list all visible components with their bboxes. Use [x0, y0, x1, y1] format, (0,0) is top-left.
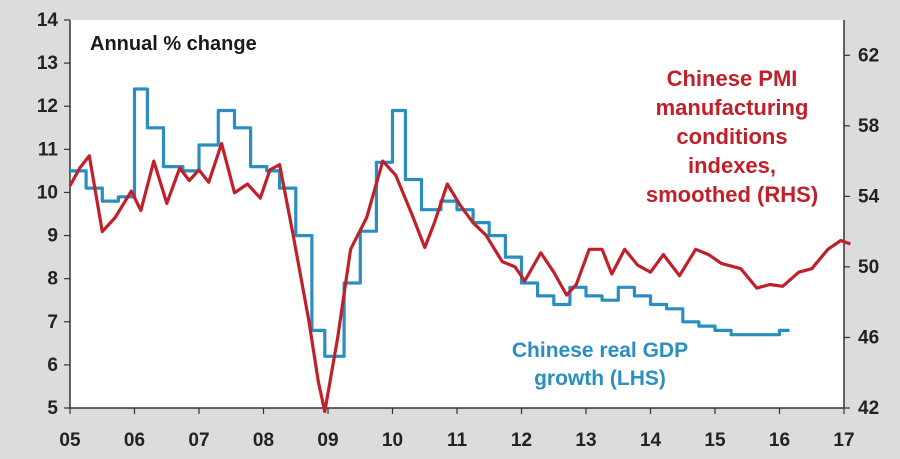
pmi-series-label: conditions: [676, 124, 787, 149]
right-tick-label: 46: [858, 327, 879, 348]
right-tick-label: 62: [858, 45, 879, 66]
left-tick-label: 8: [47, 269, 58, 290]
right-tick-label: 42: [858, 398, 879, 419]
left-tick-label: 6: [47, 355, 58, 376]
left-tick-label: 10: [37, 182, 58, 203]
series-lines: [68, 87, 851, 414]
pmi-series-line: [68, 141, 851, 414]
pmi-series-label: smoothed (RHS): [646, 182, 818, 207]
x-tick-label: 08: [253, 430, 274, 451]
x-tick-label: 09: [317, 430, 338, 451]
x-tick-label: 15: [704, 430, 726, 451]
x-tick-label: 11: [447, 430, 468, 451]
axis-note: Annual % change: [90, 33, 257, 55]
pmi-series-label: indexes,: [688, 153, 776, 178]
left-tick-label: 13: [37, 53, 58, 74]
left-tick-label: 9: [47, 226, 58, 247]
gdp-series-label: growth (LHS): [534, 367, 666, 390]
left-tick-label: 12: [37, 96, 58, 117]
x-tick-label: 12: [511, 430, 532, 451]
left-tick-label: 14: [37, 10, 59, 31]
left-tick-label: 5: [47, 398, 58, 419]
x-tick-label: 05: [59, 430, 81, 451]
x-tick-label: 14: [640, 430, 662, 451]
right-tick-label: 58: [858, 116, 879, 137]
x-tick-label: 06: [124, 430, 145, 451]
x-tick-label: 16: [769, 430, 790, 451]
pmi-series-label: Chinese PMI: [667, 66, 798, 91]
right-tick-label: 50: [858, 257, 879, 278]
right-tick-label: 54: [858, 186, 880, 207]
x-tick-label: 13: [575, 430, 596, 451]
gdp-series-label: Chinese real GDP: [512, 339, 688, 362]
pmi-series-label: manufacturing: [656, 95, 809, 120]
plot-area: [70, 20, 844, 408]
axis-ticks: 5 6 7 8 9 10 11 12 13 14 42 46 50 54 58 62 05 06 07 08 09 10 1…: [37, 10, 880, 451]
series-labels: Chinese real GDP growth (LHS) Chinese PMI m…: [512, 66, 818, 390]
x-tick-label: 17: [833, 430, 854, 451]
left-tick-label: 11: [38, 139, 59, 160]
left-tick-label: 7: [47, 312, 58, 333]
x-tick-label: 10: [382, 430, 403, 451]
gdp-growth-series-line: [70, 87, 790, 358]
x-tick-label: 07: [188, 430, 209, 451]
